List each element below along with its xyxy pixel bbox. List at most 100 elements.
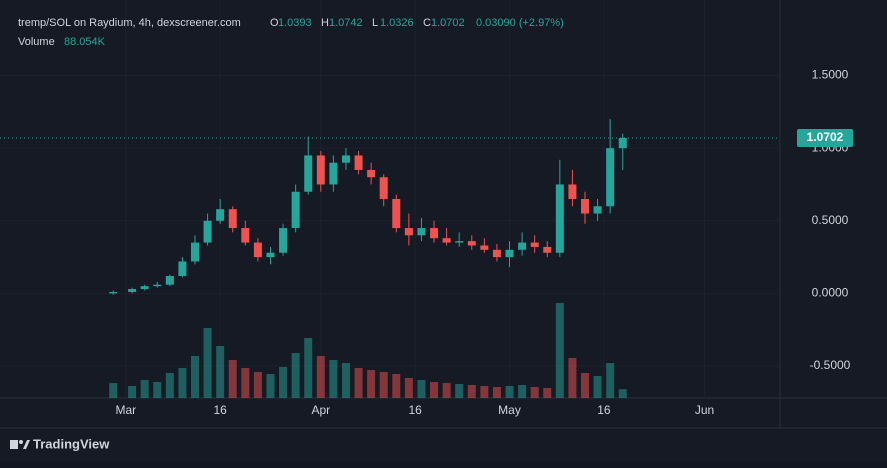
- volume-bar: [291, 353, 300, 398]
- ohlc-key: L: [372, 17, 378, 29]
- volume-bar: [417, 380, 426, 398]
- volume-bar: [329, 360, 338, 398]
- volume-bar: [128, 386, 137, 398]
- volume-bar: [618, 389, 627, 398]
- ohlc-value: 1.0393: [278, 17, 312, 29]
- volume-bar: [304, 338, 313, 398]
- volume-bar: [593, 376, 602, 398]
- candle-body: [593, 206, 602, 214]
- candle-body: [341, 155, 350, 163]
- last-price-box: [797, 128, 853, 147]
- candle-body: [216, 209, 225, 221]
- volume-bar: [442, 383, 451, 398]
- y-tick-label: 0.0000: [812, 286, 849, 300]
- volume-bar: [203, 328, 212, 398]
- candle-body: [304, 155, 313, 192]
- candle-body: [505, 249, 514, 258]
- candle-body: [442, 238, 451, 243]
- volume-bar: [467, 385, 476, 398]
- candle-body: [543, 246, 552, 253]
- volume-bar: [341, 363, 350, 398]
- x-tick-label: 16: [213, 403, 227, 417]
- candle-body: [467, 241, 476, 246]
- volume-bar: [266, 374, 275, 398]
- volume-bar: [279, 367, 288, 398]
- volume-bar: [191, 356, 199, 398]
- candle-body: [568, 184, 577, 199]
- volume-bar: [253, 372, 262, 398]
- candle-body: [153, 284, 162, 287]
- volume-bar: [228, 360, 237, 398]
- candle-body: [455, 241, 464, 243]
- candle-body: [266, 252, 275, 258]
- volume-bar: [505, 386, 514, 398]
- candle-body: [555, 184, 564, 253]
- candle-body: [316, 155, 325, 185]
- volume-bar: [530, 387, 539, 398]
- x-tick-label: Mar: [115, 403, 136, 417]
- candle-body: [228, 209, 237, 229]
- candle-body: [191, 242, 199, 262]
- volume-bar: [555, 303, 564, 398]
- volume-bar: [581, 373, 589, 398]
- y-tick-label: 0.5000: [812, 213, 849, 227]
- x-tick-label: May: [498, 403, 521, 417]
- ohlc-key: H: [321, 17, 329, 29]
- candle-body: [109, 291, 118, 294]
- y-tick-label: -0.5000: [810, 358, 851, 372]
- candle-body: [417, 228, 426, 236]
- last-price-label: 1.0702: [807, 130, 844, 144]
- ohlc-value: 1.0326: [380, 17, 414, 29]
- candle-body: [430, 228, 439, 239]
- volume-bar: [354, 368, 363, 398]
- volume-bar: [404, 378, 413, 398]
- candle-body: [241, 228, 250, 243]
- candle-body: [291, 191, 300, 229]
- volume-bar: [140, 380, 149, 398]
- candle-body: [404, 228, 413, 236]
- pair: tremp/SOL on Raydium, 4h, dexscreener.co…: [18, 17, 241, 29]
- volume-label: Volume: [18, 36, 55, 48]
- candle-body: [178, 261, 187, 276]
- candle-body: [329, 162, 338, 185]
- volume-bar: [480, 386, 489, 398]
- candle-body: [492, 249, 501, 258]
- candle-body: [606, 148, 615, 207]
- brand: TradingView: [33, 436, 110, 451]
- x-tick-label: 16: [408, 403, 422, 417]
- volume-bar: [455, 384, 464, 398]
- volume-value: 88.054K: [64, 36, 106, 48]
- plot: [109, 119, 627, 398]
- ohlc-value: 1.0742: [329, 17, 363, 29]
- volume-bar: [518, 385, 527, 398]
- candle-body: [203, 220, 212, 243]
- volume-bar: [543, 388, 552, 398]
- volume-bar: [379, 372, 388, 398]
- candle-body: [128, 289, 137, 292]
- volume-bar: [241, 368, 250, 398]
- candle-body: [518, 242, 527, 250]
- volume-bar: [178, 368, 187, 398]
- volume-bar: [492, 387, 501, 398]
- x-tick-label: 16: [597, 403, 611, 417]
- volume-bar: [165, 373, 174, 398]
- ohlc-key: C: [423, 17, 431, 29]
- volume-bar: [153, 382, 162, 398]
- y-tick-label: 1.5000: [812, 68, 849, 82]
- volume-bar: [367, 370, 376, 398]
- candle-body: [530, 242, 539, 247]
- logo: [10, 440, 30, 449]
- ohlc-legend: O 1.0393 H 1.0742 L 1.0326 C 1.0702 0.03090 (+2.…: [270, 17, 564, 29]
- volume-bar: [568, 358, 577, 398]
- candle-body: [354, 155, 363, 170]
- candle-body: [379, 177, 388, 199]
- candle-body: [618, 137, 627, 149]
- volume-bar: [316, 356, 325, 398]
- volume-bar: [606, 363, 615, 398]
- volume-bar: [392, 374, 401, 398]
- x-tick-label: Jun: [695, 403, 714, 417]
- candle-body: [140, 286, 149, 290]
- x-tick-label: Apr: [311, 403, 330, 417]
